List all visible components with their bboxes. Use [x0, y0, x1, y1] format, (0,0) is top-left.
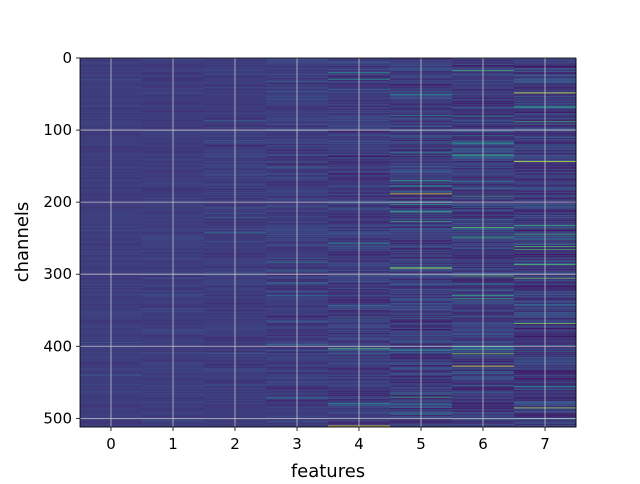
x-tick-label: 3	[292, 435, 302, 453]
x-tick-label: 2	[230, 435, 240, 453]
x-tick-label: 1	[168, 435, 178, 453]
y-tick-label: 300	[43, 265, 72, 283]
x-tick-label: 6	[478, 435, 488, 453]
x-tick-label: 5	[416, 435, 426, 453]
plot-frame	[79, 57, 577, 428]
grid-lines	[80, 57, 576, 427]
y-axis-ticks: 0 100 200 300 400 500	[43, 49, 80, 427]
x-tick-label: 7	[540, 435, 550, 453]
y-tick-label: 0	[62, 49, 72, 67]
heatmap-cells	[80, 58, 577, 428]
y-axis-label: channels	[12, 202, 33, 283]
y-tick-label: 200	[43, 193, 72, 211]
y-tick-label: 100	[43, 121, 72, 139]
y-tick-label: 500	[43, 409, 72, 427]
x-tick-label: 0	[106, 435, 116, 453]
x-axis-label: features	[291, 461, 365, 480]
x-axis-ticks: 0 1 2 3 4 5 6 7	[106, 427, 550, 453]
x-tick-label: 4	[354, 435, 364, 453]
y-tick-label: 400	[43, 337, 72, 355]
